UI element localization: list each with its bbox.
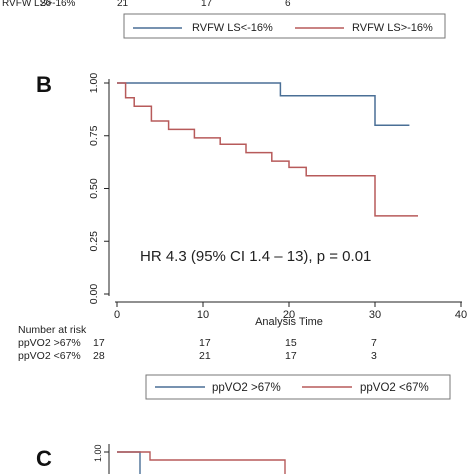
risk-value-top-1: 21 [117, 0, 129, 9]
risk-row-label-0: ppVO2 >67% [18, 337, 81, 349]
risk-value-1-3: 3 [371, 350, 377, 362]
kaplan-meier-axes: 0.00 0.25 0.50 0.75 1.00 0 10 20 30 40 Analysis Ti… [88, 73, 467, 328]
x-tick-label-3: 30 [369, 309, 381, 321]
hazard-ratio-annotation: HR 4.3 (95% CI 1.4 – 13), p = 0.01 [140, 248, 371, 265]
risk-table-values: 17 17 15 728 21 17 3 [93, 337, 377, 362]
legend-label-top-0: RVFW LS<-16% [192, 22, 273, 34]
risk-value-1-2: 17 [285, 350, 297, 362]
y-tick-label-0: 0.00 [88, 284, 100, 305]
x-tick-label-2: 20 [283, 309, 295, 321]
panel-c-curve-blue [117, 451, 141, 474]
panel-c-letter: C [36, 446, 52, 471]
risk-value-top-0: 26 [40, 0, 52, 9]
risk-value-0-1: 17 [199, 337, 211, 349]
y-tick-label-1: 0.25 [88, 231, 100, 252]
risk-value-1-0: 28 [93, 350, 105, 362]
x-tick-label-1: 10 [197, 309, 209, 321]
panel-c-curve-red [117, 451, 286, 474]
y-tick-label-2: 0.50 [88, 178, 100, 199]
legend-box-top [123, 13, 446, 39]
survival-curve-1 [117, 82, 418, 217]
x-axis-title: Analysis Time [255, 316, 323, 328]
risk-row-label-top: RVFW LS>-16% [2, 0, 76, 9]
survival-curve-0 [117, 82, 410, 126]
risk-row-label-1: ppVO2 <67% [18, 350, 81, 362]
panel-c: C 1.00 [36, 444, 286, 474]
risk-value-0-3: 7 [371, 337, 377, 349]
x-tick-label-0: 0 [114, 309, 120, 321]
y-tick-label-3: 0.75 [88, 125, 100, 146]
legend-label-0: ppVO2 >67% [212, 382, 281, 394]
risk-table-header: Number at risk [18, 324, 87, 336]
legend-label-1: ppVO2 <67% [360, 382, 429, 394]
panel-c-y-tick-label: 1.00 [93, 444, 103, 462]
risk-value-top-2: 17 [201, 0, 213, 9]
top-fragment: RVFW LS>-16% 26 21 17 6 RVFW LS<-16% RVF… [2, 0, 446, 39]
x-tick-label-4: 40 [455, 309, 467, 321]
panel-b: B 0.00 0.25 0.50 0.75 1.00 0 10 20 30 40 Analysis … [18, 72, 467, 400]
risk-value-0-2: 15 [285, 337, 297, 349]
risk-value-0-0: 17 [93, 337, 105, 349]
y-tick-label-4: 1.00 [88, 73, 100, 94]
panel-b-letter: B [36, 72, 52, 97]
risk-value-top-3: 6 [285, 0, 291, 9]
risk-value-1-1: 21 [199, 350, 211, 362]
legend-label-top-1: RVFW LS>-16% [352, 22, 433, 34]
survival-curves [117, 82, 418, 217]
